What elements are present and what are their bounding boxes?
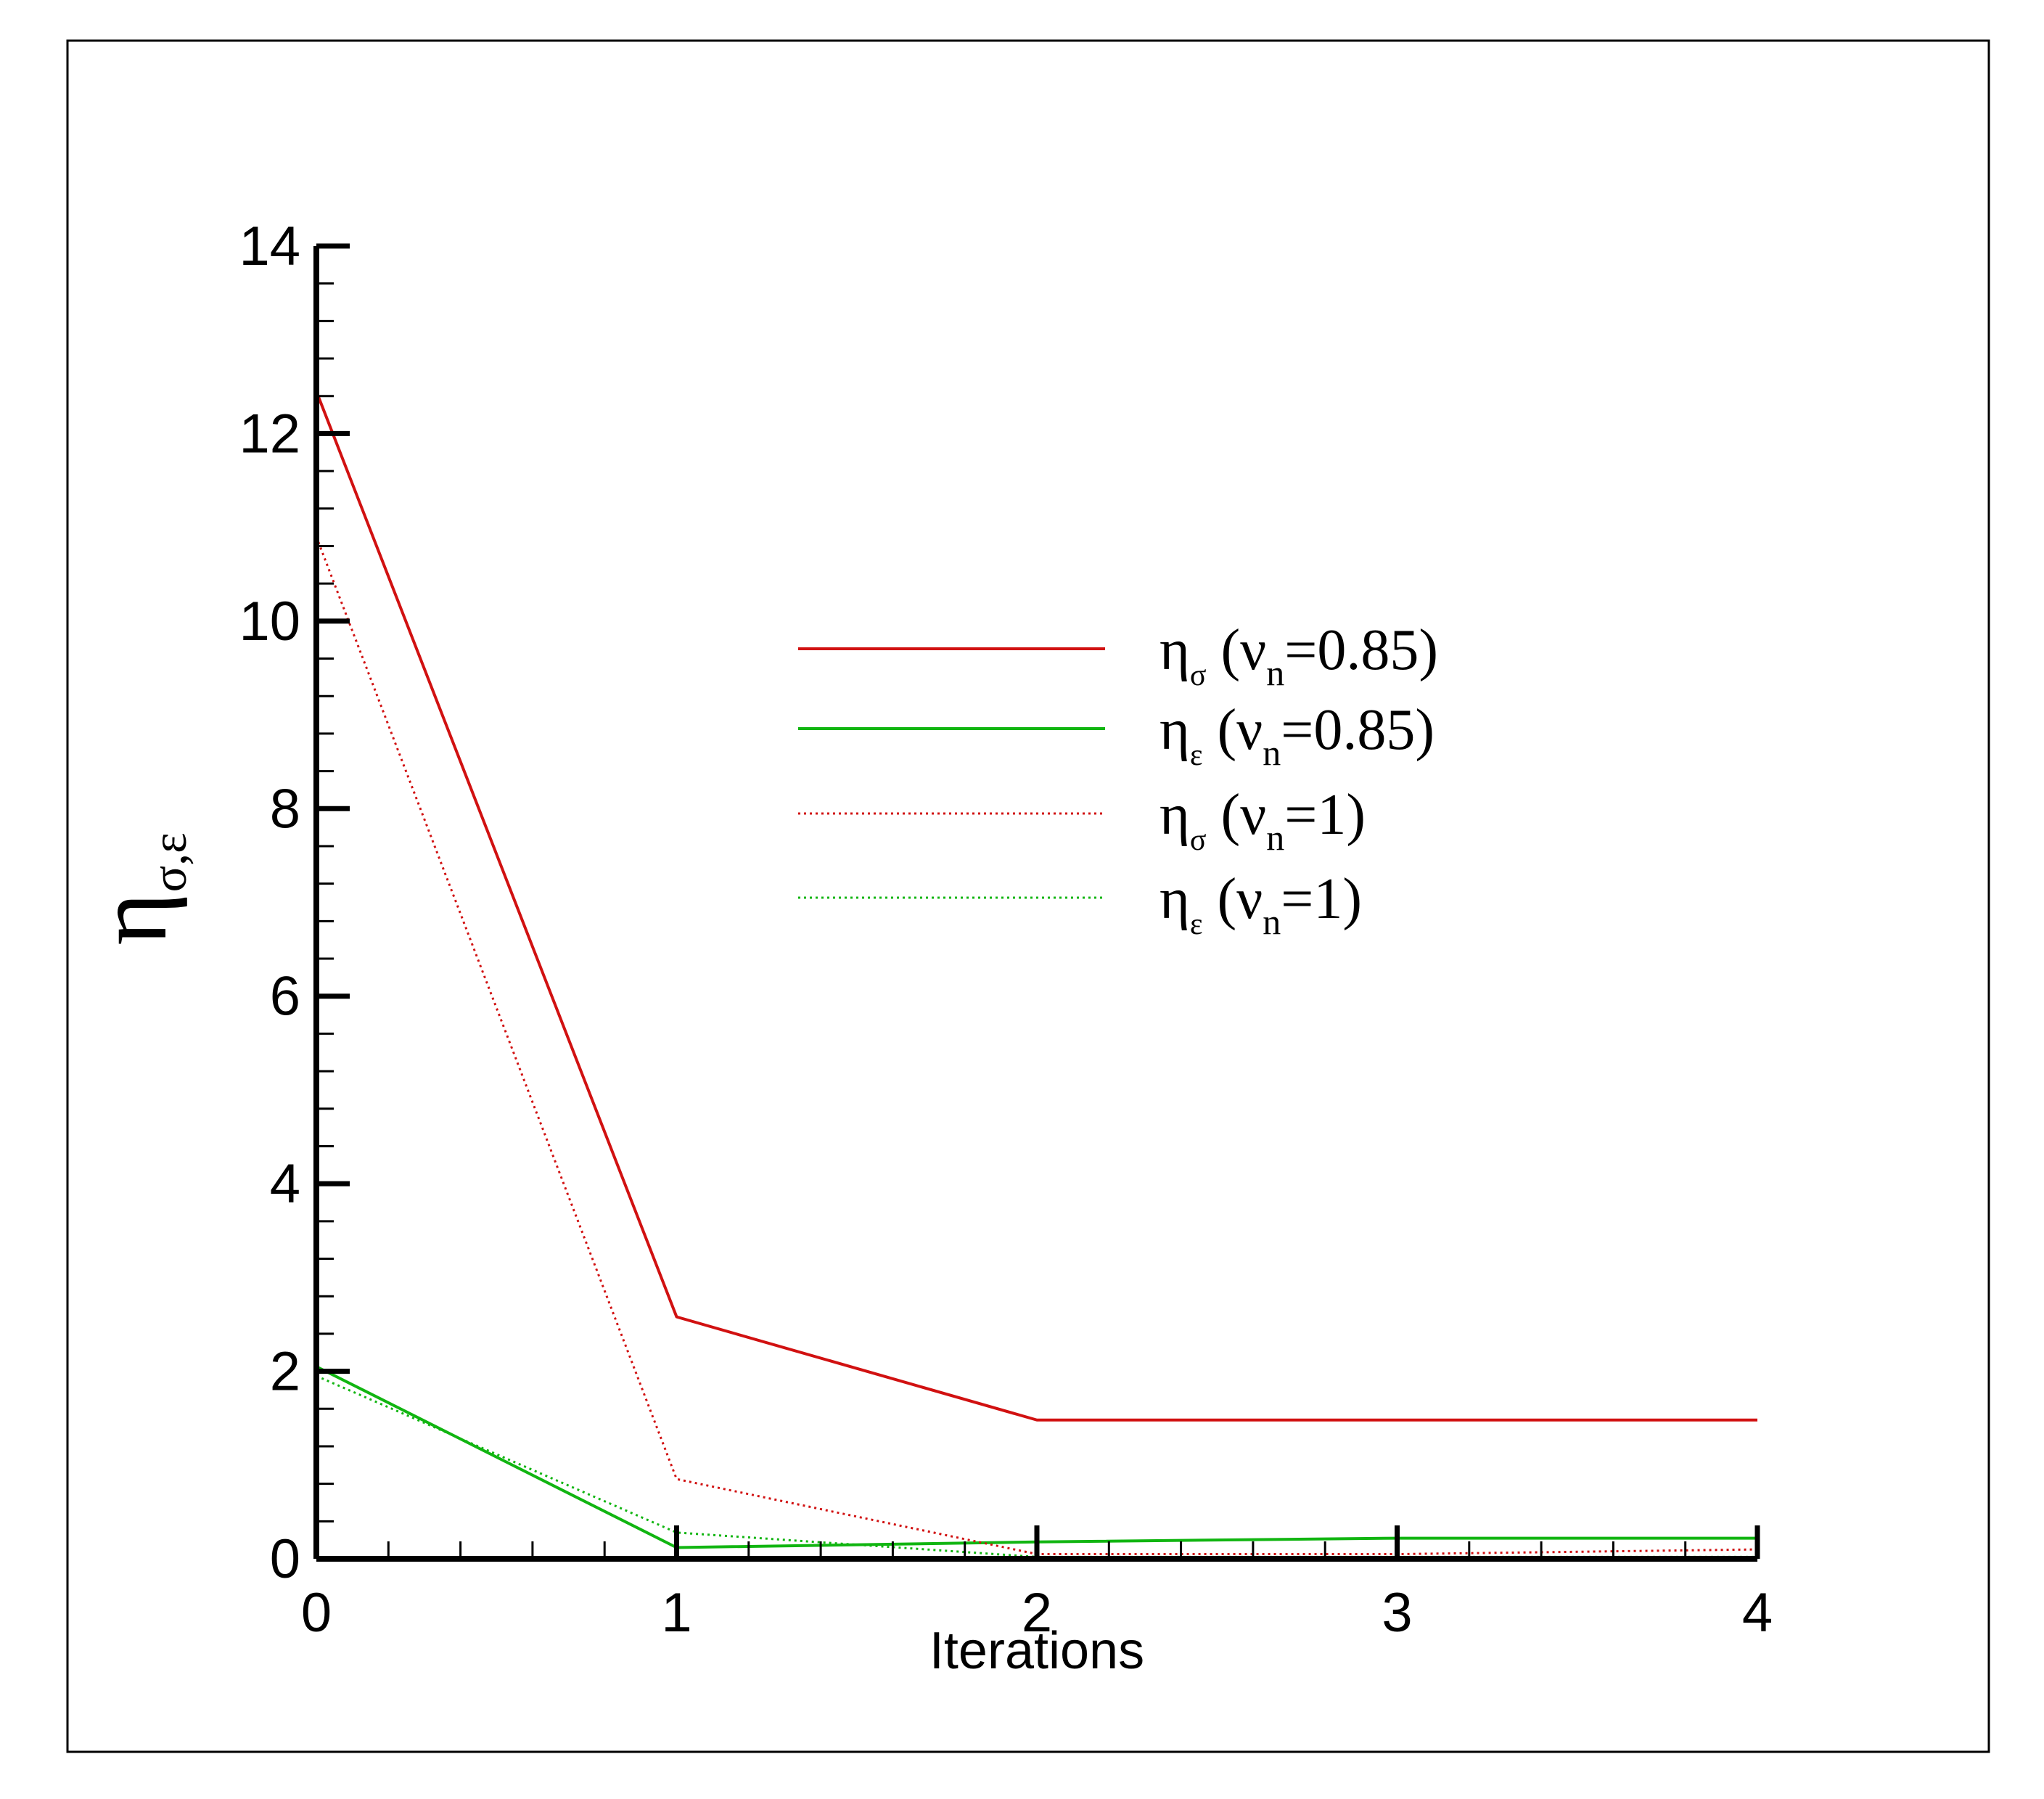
y-tick-label: 0 — [270, 1528, 300, 1590]
y-tick-label: 12 — [239, 403, 300, 464]
svg-text:ησ,ε: ησ,ε — [75, 832, 197, 945]
y-tick-label: 10 — [239, 591, 300, 652]
series-line-1 — [316, 1365, 1757, 1549]
y-axis-title: ησ,ε — [75, 832, 197, 945]
legend: ησ (νn=0.85)ηε (νn=0.85) ησ (νn=1) ηε (νn=… — [798, 618, 1438, 942]
legend-label-2: ησ (νn=1) — [1160, 783, 1366, 858]
chart-frame — [66, 39, 1990, 1753]
legend-label-3: ηε (νn=1) — [1160, 867, 1362, 942]
x-tick-label: 0 — [301, 1582, 332, 1644]
legend-label-1: ηε (νn=0.85) — [1160, 698, 1435, 773]
y-tick-label: 4 — [270, 1153, 300, 1215]
y-tick-label: 6 — [270, 966, 300, 1028]
y-tick-label: 2 — [270, 1341, 300, 1403]
y-tick-label: 14 — [239, 216, 300, 277]
x-tick-label: 3 — [1382, 1582, 1412, 1644]
series-line-3 — [316, 1374, 1757, 1558]
legend-label-0: ησ (νn=0.85) — [1160, 618, 1438, 693]
y-tick-label: 8 — [270, 778, 300, 840]
x-tick-label: 1 — [661, 1582, 691, 1644]
x-tick-label: 4 — [1742, 1582, 1773, 1644]
x-tick-label: 2 — [1022, 1582, 1052, 1644]
series-line-2 — [315, 536, 1758, 1556]
series-line-0 — [315, 390, 1757, 1422]
x-axis-title: Iterations — [929, 1622, 1144, 1680]
